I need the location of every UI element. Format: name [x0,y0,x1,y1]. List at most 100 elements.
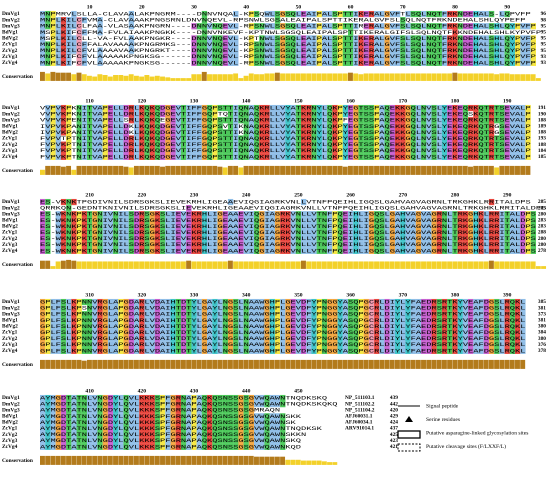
residue-highlight [170,153,176,160]
conservation-bar [363,359,369,369]
residue-highlight [405,47,411,54]
residue-highlight [374,123,380,130]
residue-highlight [264,431,270,438]
residue-highlight [123,401,129,408]
residue-highlight [488,129,495,136]
residue-highlight [175,437,182,444]
sequence: FVPVKPTNITVAPELLDRLKQKQDGEVTIFFGQPSTTIQN… [40,141,532,148]
residue-highlight [515,241,521,248]
residue-highlight [212,401,218,408]
residue-highlight [144,211,150,218]
residue-highlight [66,419,72,426]
residue-highlight [55,413,61,420]
residue-highlight [149,329,155,336]
residue-highlight [515,123,521,130]
residue-highlight [254,147,260,154]
residue-highlight [280,223,286,230]
residue-highlight [405,347,411,354]
residue-highlight [394,229,401,236]
residue-highlight [515,223,521,230]
residue-highlight [462,23,469,30]
residue-highlight [520,23,526,30]
residue-highlight [274,419,281,426]
residue-highlight [269,35,275,42]
conservation-bar [431,165,437,175]
residue-highlight [154,211,161,218]
residue-highlight [81,317,88,324]
sequence: AYMGDTATNLVNGDYLQVLKKKSPFGRNAPAQKQSNSSGS… [40,431,306,438]
residue-highlight [40,235,46,242]
residue-highlight [394,35,401,42]
residue-highlight [264,41,270,48]
residue-highlight [327,123,333,130]
residue-highlight [233,241,239,248]
residue-highlight [410,123,416,130]
residue-highlight [421,311,427,318]
end-position: 188 [538,130,546,136]
residue-highlight [290,211,296,218]
conservation-bar [217,166,223,175]
residue-highlight [311,117,317,124]
residue-highlight [50,443,56,450]
residue-highlight [436,311,443,318]
residue-highlight [483,311,490,318]
conservation-bar [133,75,139,81]
conservation-bar [196,455,202,465]
residue-highlight [488,111,495,118]
residue-highlight [295,241,302,248]
residue-highlight [217,305,223,312]
residue-highlight [248,329,255,336]
residue-highlight [86,211,93,218]
residue-highlight [499,247,505,254]
residue-highlight [212,335,218,342]
residue-highlight [107,135,114,142]
residue-highlight [191,298,197,306]
residue-highlight [301,41,307,48]
residue-highlight [525,211,531,218]
residue-highlight [342,247,349,254]
residue-highlight [55,419,61,426]
residue-highlight [285,123,291,130]
residue-highlight [332,317,338,324]
residue-highlight [40,341,46,348]
end-position: 95 [541,42,547,48]
residue-highlight [243,425,249,432]
sequence: ES-WKNKPKTGNIVNILSDRSGKSLIEVEKRHLIGEAAEV… [40,229,537,236]
residue-highlight [316,335,322,342]
residue-highlight [45,241,51,248]
residue-highlight [311,123,317,130]
residue-highlight [45,41,51,48]
residue-highlight [264,341,270,348]
residue-highlight [50,407,56,414]
residue-highlight [280,247,286,254]
residue-highlight [81,347,88,354]
residue-highlight [525,53,531,60]
residue-highlight [483,211,490,218]
residue-highlight [76,41,82,48]
residue-highlight [233,401,239,408]
residue-highlight [332,229,338,236]
residue-highlight [259,311,265,318]
residue-highlight [81,123,88,130]
residue-highlight [452,235,458,242]
residue-highlight [113,431,119,438]
conservation-bar [196,165,202,175]
residue-highlight [149,211,155,218]
residue-highlight [363,335,369,342]
residue-highlight [201,17,208,24]
residue-highlight [217,123,223,130]
residue-highlight [488,223,495,230]
conservation-bar [128,261,134,269]
residue-highlight [144,123,150,130]
residue-highlight [40,35,46,42]
residue-highlight [347,123,354,130]
residue-highlight [207,443,213,450]
residue-highlight [441,335,448,342]
conservation-bar [160,76,165,81]
residue-highlight [212,347,218,354]
residue-highlight [290,341,296,348]
sequence: AYMGDTATNLVNGDYLQVLKKKSPFGRNAPAQKQSNSSGS… [40,407,280,414]
residue-highlight [259,347,265,354]
residue-highlight [457,241,463,248]
residue-highlight [462,104,469,112]
